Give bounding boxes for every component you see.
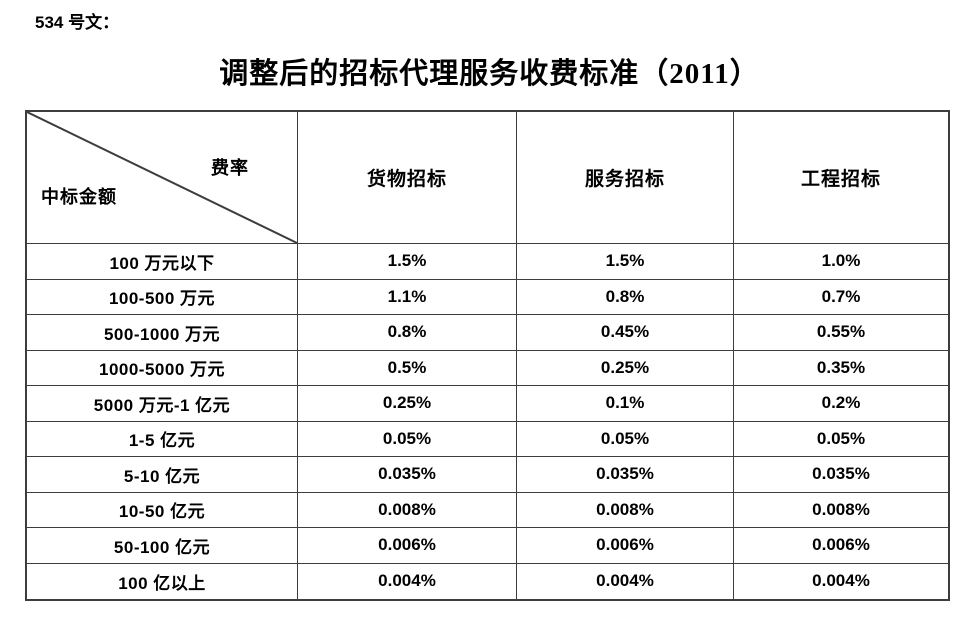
rate-value-cell: 0.05% [734, 422, 948, 457]
rate-value-cell: 0.035% [734, 457, 948, 493]
rate-value-cell: 1.0% [734, 244, 948, 280]
rate-value-cell: 0.25% [298, 386, 517, 422]
doc-number-label: 534 号文： [35, 13, 120, 32]
rate-value-cell: 0.05% [517, 421, 734, 457]
rate-value-cell: 0.8% [517, 279, 734, 315]
row-label: 5000 万元-1 亿元 [27, 386, 298, 422]
rate-value-cell: 0.05% [298, 421, 517, 457]
rate-value-cell: 0.004% [298, 563, 517, 599]
rate-value-cell: 0.55% [734, 315, 948, 351]
row-label: 10-50 亿元 [27, 492, 298, 528]
rate-value-cell: 0.006% [298, 528, 517, 564]
rate-value-cell: 0.035% [517, 457, 734, 493]
row-label: 5-10 亿元 [27, 457, 298, 493]
row-label: 100-500 万元 [27, 279, 298, 315]
rate-value-cell: 0.035% [298, 457, 517, 493]
rate-value-cell: 0.2% [734, 386, 948, 422]
column-header-goods: 货物招标 [298, 112, 517, 244]
rate-value-cell: 1.1% [298, 279, 517, 315]
rate-value-cell: 0.008% [517, 492, 734, 528]
page-title: 调整后的招标代理服务收费标准（2011） [219, 58, 760, 90]
rate-value-cell: 0.25% [517, 350, 734, 386]
row-label: 500-1000 万元 [27, 315, 298, 351]
rate-value-cell: 0.5% [298, 350, 517, 386]
rate-value-cell: 0.006% [517, 528, 734, 564]
rate-value-cell: 0.008% [734, 493, 948, 528]
column-header-services: 服务招标 [517, 112, 734, 244]
rate-value-cell: 1.5% [298, 244, 517, 280]
row-label: 50-100 亿元 [27, 528, 298, 564]
row-label: 1-5 亿元 [27, 421, 298, 457]
rate-value-cell: 0.004% [812, 571, 870, 591]
corner-label-amount: 中标金额 [41, 187, 117, 207]
diagonal-divider-line [27, 112, 297, 243]
rate-value-cell: 0.45% [517, 315, 734, 351]
rate-value-cell: 0.004% [517, 563, 734, 599]
corner-label-rate: 费率 [211, 158, 249, 178]
rate-value-cell: 1.5% [517, 244, 734, 280]
rate-value-cell: 0.008% [298, 492, 517, 528]
rate-value-cell: 0.1% [517, 386, 734, 422]
row-label: 1000-5000 万元 [27, 350, 298, 386]
rate-value-cell: 0.006% [734, 528, 948, 564]
row-label: 100 亿以上 [27, 563, 298, 599]
row-label: 100 万元以下 [27, 244, 298, 280]
fee-table: 费率 中标金额 货物招标 服务招标 工程招标 100 万元以下 1.5% 1.5% 1… [25, 110, 950, 601]
rate-value-cell: 0.8% [298, 315, 517, 351]
rate-value-cell: 0.35% [734, 351, 948, 386]
rate-value-cell: 0.7% [734, 280, 948, 315]
column-header-engineering: 工程招标 [734, 112, 948, 244]
table-corner-cell: 费率 中标金额 [27, 112, 298, 244]
